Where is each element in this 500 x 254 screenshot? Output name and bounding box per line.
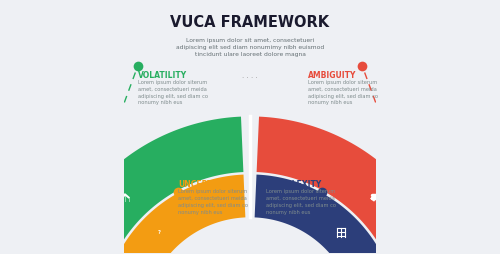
Polygon shape	[254, 175, 398, 254]
FancyBboxPatch shape	[368, 187, 386, 206]
Text: Lorem ipsum dolor siterum
amet, consectetueri meida
adipiscing elit, sed diam co: Lorem ipsum dolor siterum amet, consecte…	[138, 80, 208, 105]
Text: UNCERTAINTY: UNCERTAINTY	[178, 180, 238, 189]
Text: Lorem ipsum dolor sit amet, consectetueri
adipiscing elit sed diam nonumimy nibh: Lorem ipsum dolor sit amet, consectetuer…	[176, 38, 324, 57]
Text: Lorem ipsum dolor siterum
amet, consectetueri meida
adipiscing elit, sed diam co: Lorem ipsum dolor siterum amet, consecte…	[308, 80, 378, 105]
Text: AMBIGUITY: AMBIGUITY	[308, 70, 356, 80]
Polygon shape	[44, 117, 244, 254]
Text: ?: ?	[158, 229, 160, 234]
Text: . . . .: . . . .	[242, 73, 258, 79]
FancyBboxPatch shape	[114, 187, 132, 206]
Polygon shape	[256, 117, 456, 254]
Text: VOLATILITY: VOLATILITY	[138, 70, 187, 80]
Text: Lorem ipsum dolor siterum
amet, consectetueri meida
adipiscing elit, sed diam co: Lorem ipsum dolor siterum amet, consecte…	[266, 188, 336, 214]
Text: Lorem ipsum dolor siterum
amet, consectetueri meida
adipiscing elit, sed diam co: Lorem ipsum dolor siterum amet, consecte…	[178, 188, 248, 214]
Text: VUCA FRAMEWORK: VUCA FRAMEWORK	[170, 15, 330, 30]
FancyBboxPatch shape	[332, 223, 350, 242]
Circle shape	[151, 224, 167, 241]
Text: COMPLEXITY: COMPLEXITY	[266, 180, 322, 189]
Polygon shape	[102, 175, 246, 254]
